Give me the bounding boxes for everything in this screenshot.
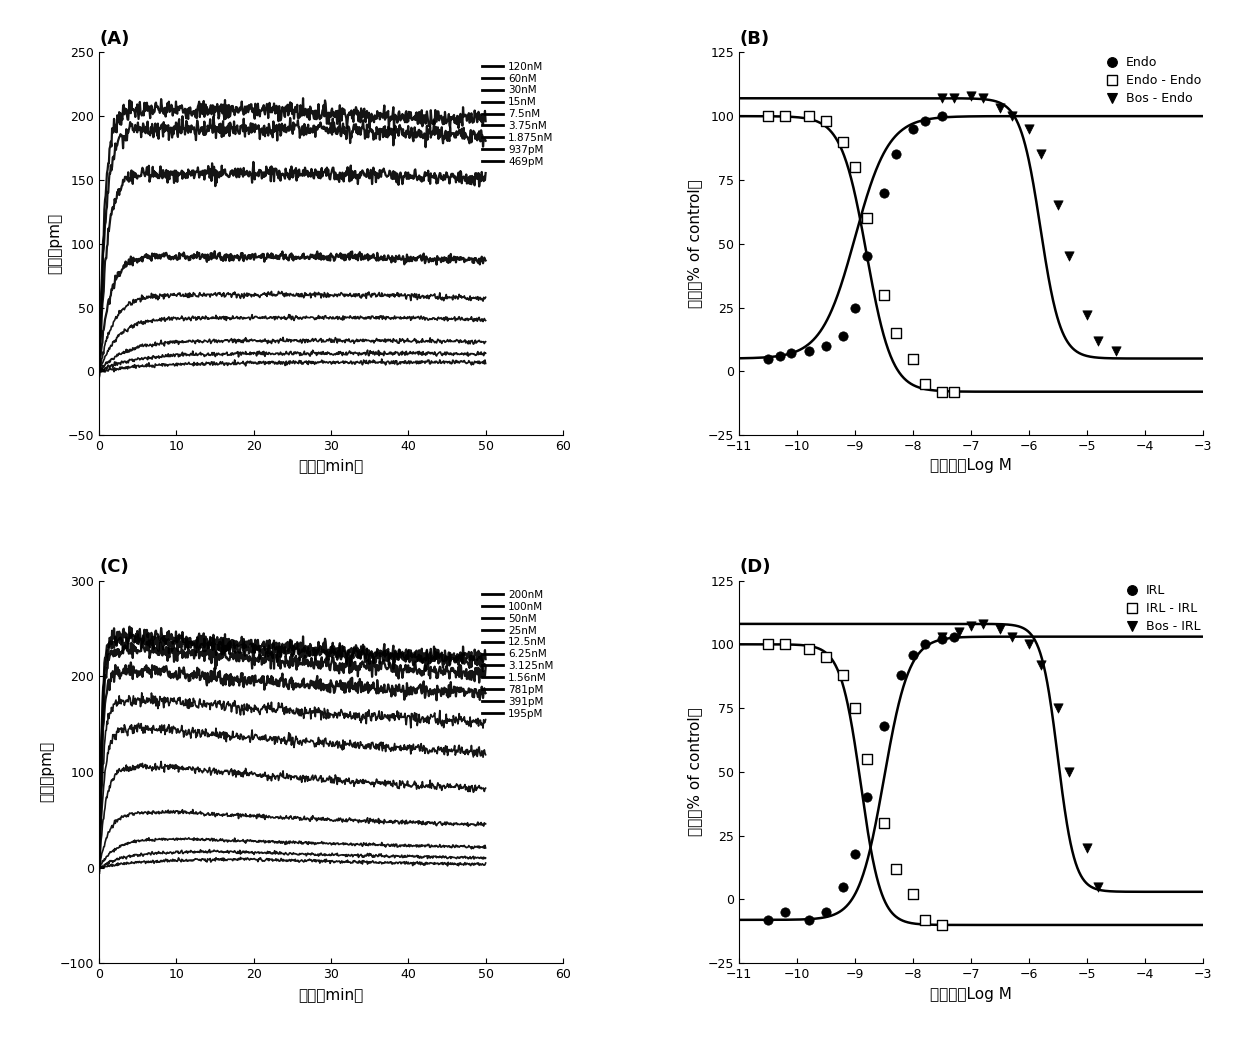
X-axis label: 化合物，Log M: 化合物，Log M (930, 986, 1012, 1002)
X-axis label: 化合物，Log M: 化合物，Log M (930, 459, 1012, 473)
Point (833, 667, 853, 684)
Point (857, 248, 877, 265)
Point (758, 636, 777, 652)
Point (846, 159, 866, 176)
Point (758, 108, 777, 125)
Point (799, 641, 818, 658)
Point (1059, 248, 1079, 265)
Point (885, 325, 905, 341)
Point (816, 904, 836, 920)
Legend: IRL, IRL - IRL, Bos - IRL: IRL, IRL - IRL, Bos - IRL (1120, 579, 1205, 638)
Point (903, 350, 923, 366)
Point (1002, 108, 1022, 125)
Point (944, 383, 963, 400)
Point (915, 636, 935, 652)
Point (1002, 628, 1022, 645)
Point (775, 904, 795, 920)
Y-axis label: 响应（pm）: 响应（pm） (40, 741, 55, 802)
Legend: 120nM, 60nM, 30nM, 15nM, 7.5nM, 3.75nM, 1.875nM, 937pM, 469pM: 120nM, 60nM, 30nM, 15nM, 7.5nM, 3.75nM, … (477, 58, 558, 171)
Point (1078, 307, 1097, 324)
Point (950, 623, 970, 640)
Point (915, 376, 935, 393)
Legend: 200nM, 100nM, 50nM, 25nM, 12.5nM, 6.25nM, 3.125nM, 1.56nM, 781pM, 391pM, 195pM: 200nM, 100nM, 50nM, 25nM, 12.5nM, 6.25nM… (477, 585, 558, 722)
X-axis label: 时间（min）: 时间（min） (299, 986, 363, 1002)
Text: (C): (C) (99, 558, 129, 576)
Point (833, 328, 853, 344)
Point (944, 628, 963, 645)
Point (1089, 332, 1109, 349)
Point (758, 350, 777, 366)
Text: (B): (B) (739, 30, 769, 48)
Text: (D): (D) (739, 558, 770, 576)
Point (1030, 146, 1050, 162)
Point (990, 621, 1009, 638)
Point (932, 383, 952, 400)
Point (833, 133, 853, 150)
Point (857, 789, 877, 806)
Point (915, 113, 935, 130)
Point (775, 636, 795, 652)
Text: (A): (A) (99, 30, 129, 48)
X-axis label: 时间（min）: 时间（min） (299, 459, 363, 473)
Point (932, 628, 952, 645)
Point (932, 90, 952, 107)
Point (961, 618, 981, 634)
Point (1078, 840, 1097, 856)
Point (1019, 636, 1039, 652)
Point (816, 649, 836, 666)
Point (903, 646, 923, 663)
Point (885, 861, 905, 877)
Point (846, 845, 866, 862)
Point (846, 299, 866, 316)
Point (874, 184, 894, 201)
Y-axis label: 响应（% of control）: 响应（% of control） (687, 179, 702, 308)
Point (1059, 763, 1079, 780)
Point (775, 108, 795, 125)
Point (1106, 342, 1126, 359)
Point (874, 287, 894, 304)
Point (932, 916, 952, 933)
Point (892, 667, 911, 684)
Point (1048, 699, 1068, 716)
Legend: Endo, Endo - Endo, Bos - Endo: Endo, Endo - Endo, Bos - Endo (1100, 51, 1205, 110)
Point (944, 90, 963, 107)
Point (932, 108, 952, 125)
Point (874, 717, 894, 734)
Point (770, 348, 790, 364)
Point (1019, 120, 1039, 137)
Point (758, 912, 777, 929)
Point (816, 113, 836, 130)
Point (857, 209, 877, 226)
Y-axis label: 响应（% of control）: 响应（% of control） (687, 708, 702, 837)
Point (885, 146, 905, 162)
Point (972, 90, 992, 107)
Point (833, 878, 853, 895)
Point (874, 815, 894, 831)
Point (816, 337, 836, 354)
Point (903, 886, 923, 903)
Point (799, 108, 818, 125)
Point (1048, 197, 1068, 214)
Point (781, 346, 801, 362)
Point (972, 616, 992, 632)
Point (990, 101, 1009, 117)
Point (961, 87, 981, 104)
Point (857, 751, 877, 767)
Point (846, 699, 866, 716)
Point (915, 912, 935, 929)
Point (1030, 656, 1050, 673)
Point (799, 912, 818, 929)
Point (799, 342, 818, 359)
Point (903, 120, 923, 137)
Y-axis label: 响应（pm）: 响应（pm） (47, 214, 62, 274)
Point (1089, 878, 1109, 895)
Point (932, 631, 952, 648)
